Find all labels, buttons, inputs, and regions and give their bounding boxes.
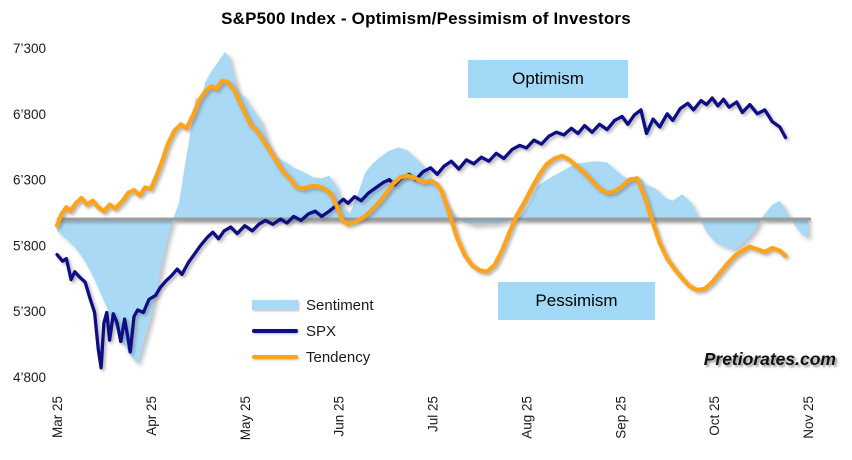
svg-text:Oct 25: Oct 25 — [707, 396, 722, 436]
svg-text:4’800: 4’800 — [13, 370, 46, 385]
legend-label-sentiment: Sentiment — [306, 296, 374, 314]
legend-label-spx: SPX — [306, 322, 337, 340]
svg-text:Aug 25: Aug 25 — [519, 396, 534, 439]
svg-text:5’800: 5’800 — [13, 238, 46, 253]
chart-title: S&P500 Index - Optimism/Pessimism of Inv… — [221, 9, 631, 28]
svg-text:Sep 25: Sep 25 — [613, 396, 628, 439]
legend-item-spx: SPX — [252, 318, 374, 344]
svg-text:6’300: 6’300 — [13, 173, 46, 188]
legend: Sentiment SPX Tendency — [252, 292, 374, 370]
svg-text:7’300: 7’300 — [13, 41, 46, 56]
svg-text:Mar 25: Mar 25 — [50, 396, 65, 438]
legend-item-sentiment: Sentiment — [252, 292, 374, 318]
sentiment-area-swatch-icon — [252, 300, 298, 310]
svg-text:6’800: 6’800 — [13, 107, 46, 122]
svg-text:May 25: May 25 — [238, 396, 253, 440]
optimism-label-box: Optimism — [468, 60, 628, 98]
pessimism-label-box: Pessimism — [498, 282, 655, 320]
optimism-label: Optimism — [512, 69, 584, 88]
svg-text:Nov 25: Nov 25 — [801, 396, 816, 439]
tendency-line-swatch-icon — [252, 354, 298, 360]
watermark: Pretiorates.com — [703, 349, 836, 369]
svg-text:Jul 25: Jul 25 — [426, 396, 441, 432]
svg-text:5’300: 5’300 — [13, 304, 46, 319]
spx-line-swatch-icon — [252, 329, 298, 333]
svg-text:Apr 25: Apr 25 — [144, 396, 159, 436]
svg-text:Jun 25: Jun 25 — [332, 396, 347, 437]
pessimism-label: Pessimism — [535, 291, 618, 310]
legend-label-tendency: Tendency — [306, 348, 371, 366]
legend-item-tendency: Tendency — [252, 344, 374, 370]
